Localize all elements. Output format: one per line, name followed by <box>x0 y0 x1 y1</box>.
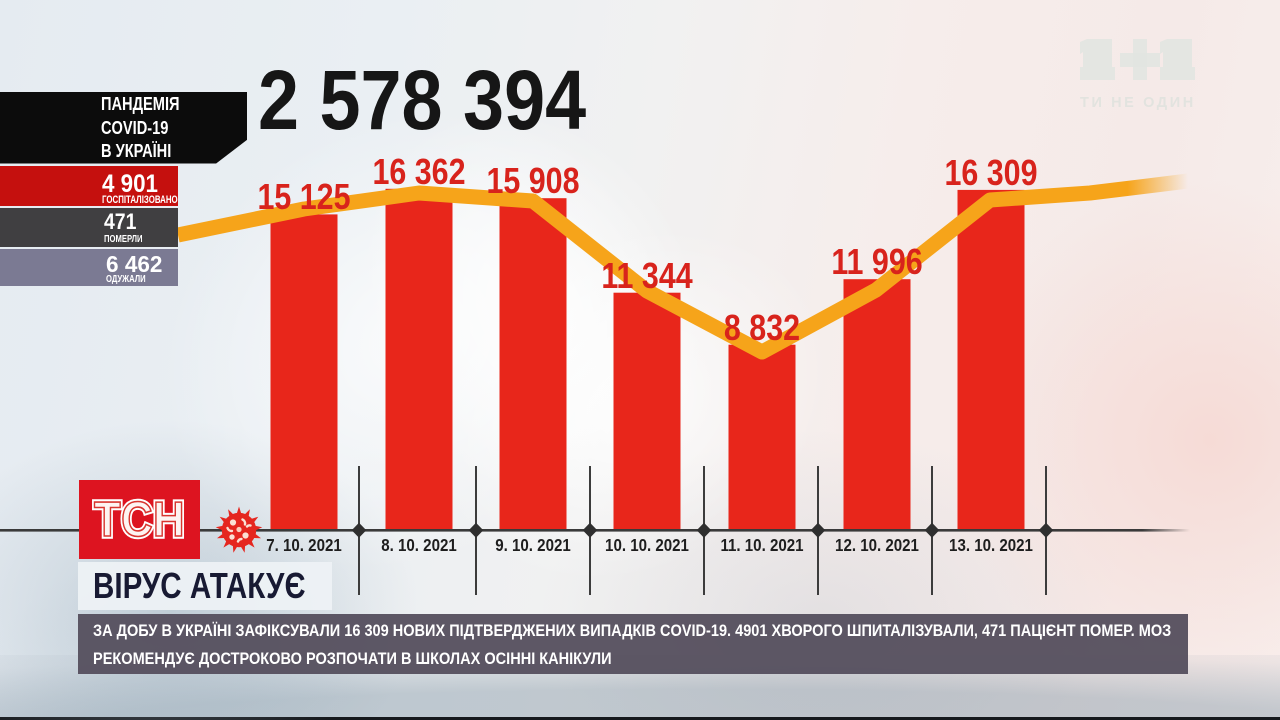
svg-text:ТИ НЕ ОДИН: ТИ НЕ ОДИН <box>1080 95 1196 111</box>
